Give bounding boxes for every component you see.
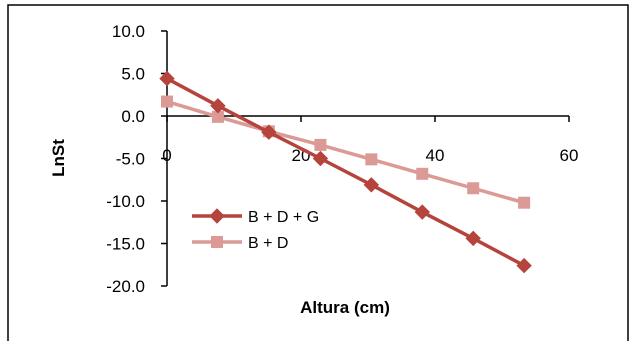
data-point-0 [516, 257, 532, 274]
data-point-1 [467, 182, 480, 195]
data-point-0 [261, 124, 277, 140]
series-line-0 [166, 77, 525, 268]
y-axis-title: LnSt [49, 139, 68, 177]
series-line-1 [166, 99, 525, 205]
data-point-1 [365, 153, 378, 166]
data-point-0 [312, 150, 329, 167]
y-tick-label: 10.0 [112, 22, 145, 41]
data-point-1 [416, 167, 429, 180]
legend-swatch-marker [211, 236, 223, 248]
y-tick-label: 5.0 [121, 65, 145, 84]
data-point-1 [314, 138, 327, 151]
y-tick-label: -5.0 [116, 150, 145, 169]
data-point-0 [465, 230, 481, 247]
y-tick-label: -10.0 [106, 192, 145, 211]
legend-label: B + D [248, 235, 288, 252]
data-point-0 [363, 177, 380, 193]
legend-swatch-marker [209, 208, 225, 224]
x-axis-title: Altura (cm) [300, 298, 390, 317]
x-tick-label: 40 [426, 146, 445, 165]
chart-border [7, 4, 629, 341]
data-point-0 [210, 98, 226, 114]
y-tick-label: 0.0 [121, 107, 145, 126]
data-point-1 [211, 110, 224, 123]
data-point-1 [161, 95, 173, 108]
data-point-0 [159, 70, 175, 87]
y-tick-label: -20.0 [106, 277, 145, 296]
legend: B + D + G B + D [192, 208, 319, 252]
data-point-1 [518, 196, 531, 209]
plot-area: 10.05.00.0-5.0-10.0-15.0-20.00 20 40 60 [106, 22, 578, 296]
legend-label: B + D + G [248, 209, 319, 226]
x-tick-label: 0 [162, 146, 171, 165]
y-tick-label: -15.0 [106, 235, 145, 254]
data-point-0 [414, 204, 430, 220]
x-tick-label: 60 [560, 146, 579, 165]
